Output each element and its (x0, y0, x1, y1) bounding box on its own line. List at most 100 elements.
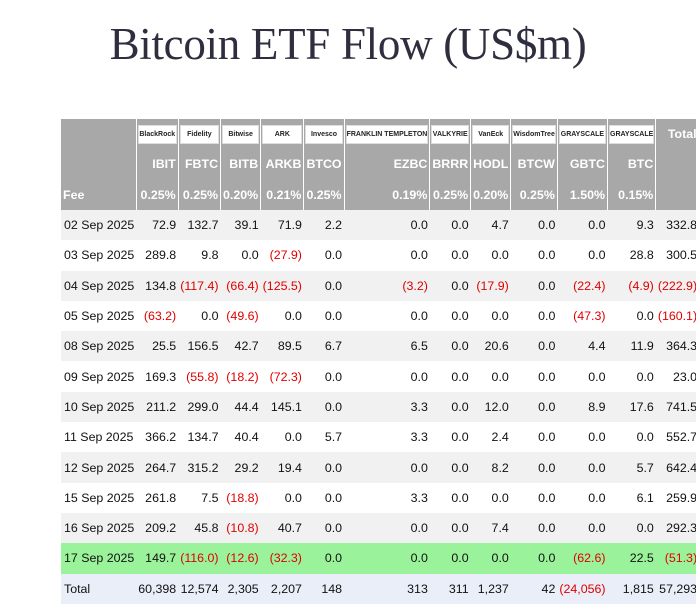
flow-value: 3.3 (344, 482, 430, 513)
total-value: 2,207 (260, 573, 304, 604)
flow-value: (27.9) (260, 240, 304, 271)
flow-value: (17.9) (470, 270, 511, 301)
flow-value: 0.0 (607, 512, 656, 544)
flow-value: (18.8) (220, 482, 261, 513)
flow-value: 0.0 (470, 482, 511, 513)
flow-value: 0.0 (429, 422, 471, 453)
flow-value: 2.4 (470, 422, 511, 453)
row-total: 741.5 (655, 391, 696, 423)
flow-value: 9.8 (178, 240, 221, 271)
flow-value: 0.0 (429, 512, 471, 544)
flow-value: 0.0 (470, 300, 511, 332)
issuer-logo: Invesco (305, 124, 343, 144)
fee-value: 0.25% (178, 179, 222, 210)
table-row: 15 Sep 2025 261.8 7.5 (18.8) 0.0 0.0 3.3 0.0 0.0… (61, 482, 696, 513)
flow-value: 0.0 (429, 482, 471, 513)
flow-value: (4.9) (607, 270, 656, 301)
flow-value: 0.0 (303, 543, 345, 574)
row-total: 292.3 (655, 512, 696, 544)
flow-value: 29.2 (220, 452, 261, 483)
flow-value: 0.0 (344, 452, 430, 483)
flow-value: 134.8 (136, 270, 179, 301)
flow-value: 0.0 (429, 240, 471, 271)
ticker-header: BTCO (303, 149, 345, 179)
flow-value: 44.4 (220, 391, 261, 423)
issuer-logo: WisdomTree (512, 124, 556, 144)
issuer-logo: FRANKLIN TEMPLETON (345, 124, 429, 144)
flow-value: (18.2) (220, 361, 261, 392)
ticker-header: HODL (470, 149, 512, 179)
flow-value: (66.4) (220, 270, 261, 301)
issuer-logo: Bitwise (222, 124, 260, 144)
flow-value: 0.0 (510, 422, 558, 453)
total-label: Total (61, 573, 137, 604)
total-value: 311 (429, 573, 471, 604)
row-date: 05 Sep 2025 (61, 300, 137, 332)
flow-value: 156.5 (178, 331, 221, 362)
row-date: 02 Sep 2025 (61, 210, 137, 241)
flow-value: 5.7 (303, 422, 345, 453)
table-row: 11 Sep 2025 366.2 134.7 40.4 0.0 5.7 3.3 0.0 2.4… (61, 422, 696, 453)
total-value: 60,398 (136, 573, 179, 604)
fee-label: Fee (61, 179, 137, 210)
flow-value: 3.3 (344, 391, 430, 423)
fee-value: 0.15% (607, 179, 657, 210)
row-date: 12 Sep 2025 (61, 452, 137, 483)
flow-value: 211.2 (136, 391, 179, 423)
flow-value: 0.0 (557, 452, 608, 483)
issuer-logo-cell: WisdomTree (510, 119, 558, 149)
flow-value: 6.7 (303, 331, 345, 362)
flow-value: (47.3) (557, 300, 608, 332)
issuer-logo-cell: Invesco (303, 119, 345, 149)
fee-value: 0.20% (470, 179, 512, 210)
table-row: 03 Sep 2025 289.8 9.8 0.0 (27.9) 0.0 0.0 0.0 0.0… (61, 240, 696, 271)
flow-value: 0.0 (510, 331, 558, 362)
flow-value: 132.7 (178, 210, 221, 241)
flow-value: 4.4 (557, 331, 608, 362)
row-total: 552.7 (655, 422, 696, 453)
flow-value: 6.1 (607, 482, 656, 513)
total-value: 42 (510, 573, 558, 604)
flow-value: 0.0 (303, 361, 345, 392)
total-value: 1,815 (607, 573, 656, 604)
flow-value: 0.0 (429, 270, 471, 301)
row-total: (222.9) (655, 270, 696, 301)
flow-value: 0.0 (303, 512, 345, 544)
flow-value: 0.0 (429, 331, 471, 362)
flow-value: 0.0 (510, 240, 558, 271)
flow-value: 0.0 (303, 391, 345, 423)
flow-value: 0.0 (470, 361, 511, 392)
flow-value: (3.2) (344, 270, 430, 301)
flow-value: 3.3 (344, 422, 430, 453)
row-date: 08 Sep 2025 (61, 331, 137, 362)
flow-value: 149.7 (136, 543, 179, 574)
flow-value: 0.0 (344, 300, 430, 332)
flow-value: 28.8 (607, 240, 656, 271)
total-row: Total 60,398 12,574 2,305 2,207 148 313 311 1,23… (61, 573, 696, 604)
flow-value: (117.4) (178, 270, 221, 301)
logo-row: BlackRock Fidelity Bitwise ARK Invesco FRANKL… (61, 119, 696, 149)
fee-value: 0.25% (510, 179, 558, 210)
row-total: (51.3) (655, 543, 696, 574)
flow-value: 0.0 (510, 270, 558, 301)
flow-value: 0.0 (344, 240, 430, 271)
issuer-logo-cell: BlackRock (136, 119, 179, 149)
ticker-header: EZBC (344, 149, 431, 179)
flow-value: 0.0 (260, 482, 304, 513)
flow-value: (55.8) (178, 361, 221, 392)
flow-value: 0.0 (557, 240, 608, 271)
total-value: 148 (303, 573, 345, 604)
flow-value: 45.8 (178, 512, 221, 544)
table-row: 10 Sep 2025 211.2 299.0 44.4 145.1 0.0 3.3 0.0 1… (61, 391, 696, 423)
etf-flow-table: BlackRock Fidelity Bitwise ARK Invesco FRANKL… (61, 119, 696, 604)
flow-value: 7.4 (470, 512, 511, 544)
flow-value: 2.2 (303, 210, 345, 241)
flow-value: 0.0 (429, 452, 471, 483)
row-date: 04 Sep 2025 (61, 270, 137, 301)
flow-value: 209.2 (136, 512, 179, 544)
ticker-header: GBTC (557, 149, 609, 179)
flow-value: 145.1 (260, 391, 304, 423)
flow-value: 11.9 (607, 331, 656, 362)
total-value: 1,237 (470, 573, 511, 604)
issuer-logo-cell: ARK (260, 119, 305, 149)
